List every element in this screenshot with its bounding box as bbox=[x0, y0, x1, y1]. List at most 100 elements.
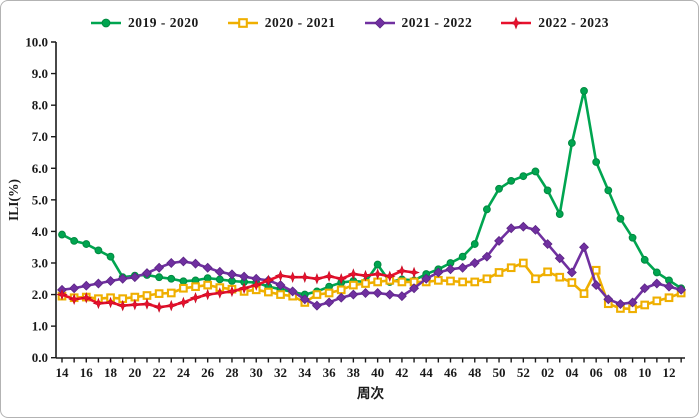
data-point bbox=[93, 278, 104, 289]
data-point bbox=[384, 270, 396, 282]
data-point bbox=[155, 273, 164, 282]
x-tick-label: 32 bbox=[274, 365, 287, 380]
data-point bbox=[555, 210, 564, 218]
data-point bbox=[58, 230, 66, 239]
data-point bbox=[408, 266, 420, 279]
series-line bbox=[60, 89, 683, 296]
series-line bbox=[60, 225, 683, 307]
data-point bbox=[324, 288, 334, 298]
data-point bbox=[202, 262, 213, 273]
data-point bbox=[92, 297, 105, 310]
chart-legend: 2019 - 2020 2020 - 2021 2021 - 2022 2022 - … bbox=[1, 14, 698, 32]
data-point bbox=[214, 266, 225, 277]
data-point bbox=[445, 264, 456, 275]
data-point bbox=[676, 284, 687, 295]
data-point bbox=[531, 274, 540, 284]
x-tick-label: 52 bbox=[517, 365, 530, 380]
data-point bbox=[299, 271, 311, 283]
series-2022-2023 bbox=[56, 265, 420, 313]
y-tick-label: 10.0 bbox=[25, 35, 48, 50]
data-point bbox=[494, 235, 505, 246]
series-line bbox=[60, 261, 683, 311]
data-point bbox=[567, 278, 577, 287]
data-point bbox=[507, 177, 516, 185]
x-tick-label: 04 bbox=[565, 365, 579, 380]
data-point bbox=[312, 290, 322, 299]
data-point bbox=[177, 296, 190, 309]
data-point bbox=[651, 278, 662, 289]
data-point bbox=[640, 300, 650, 310]
data-point bbox=[105, 276, 116, 286]
data-point bbox=[483, 205, 491, 214]
data-point bbox=[324, 297, 335, 308]
x-tick-label: 28 bbox=[225, 365, 239, 380]
data-point bbox=[214, 287, 226, 299]
data-point bbox=[276, 290, 285, 299]
legend-item-2021-2022: 2021 - 2022 bbox=[364, 15, 473, 31]
y-tick-label: 4.0 bbox=[32, 224, 48, 239]
data-point bbox=[664, 281, 674, 292]
data-point bbox=[226, 269, 237, 280]
data-point bbox=[70, 236, 79, 245]
data-point bbox=[203, 280, 213, 290]
x-tick-label: 24 bbox=[177, 365, 191, 380]
data-point bbox=[299, 294, 310, 305]
y-tick-label: 9.0 bbox=[32, 66, 48, 81]
data-point bbox=[311, 300, 322, 311]
data-point bbox=[359, 269, 372, 282]
data-point bbox=[639, 283, 650, 294]
data-point bbox=[580, 87, 588, 95]
data-point bbox=[530, 224, 541, 235]
data-point bbox=[215, 275, 224, 284]
data-point bbox=[604, 186, 613, 195]
data-point bbox=[250, 279, 262, 291]
data-point bbox=[142, 268, 152, 279]
data-point bbox=[117, 273, 128, 284]
x-tick-label: 08 bbox=[614, 365, 628, 380]
x-tick-label: 50 bbox=[493, 365, 506, 380]
data-point bbox=[543, 186, 552, 195]
data-point bbox=[142, 291, 152, 300]
data-point bbox=[129, 272, 140, 283]
x-tick-label: 26 bbox=[201, 365, 215, 380]
x-tick-label: 16 bbox=[80, 365, 94, 380]
data-point bbox=[509, 16, 523, 30]
data-point bbox=[178, 256, 189, 267]
y-tick-label: 6.0 bbox=[32, 161, 48, 176]
data-point bbox=[579, 242, 589, 253]
data-point bbox=[203, 274, 212, 283]
x-tick-label: 46 bbox=[444, 365, 458, 380]
data-point bbox=[287, 286, 298, 297]
data-point bbox=[495, 184, 503, 193]
data-point bbox=[101, 18, 111, 28]
x-tick-label: 42 bbox=[395, 365, 408, 380]
data-point bbox=[166, 288, 176, 298]
data-point bbox=[591, 280, 602, 291]
data-point bbox=[555, 272, 565, 282]
data-point bbox=[336, 285, 346, 295]
x-tick-label: 40 bbox=[371, 365, 384, 380]
data-point bbox=[80, 291, 93, 304]
data-point bbox=[628, 233, 637, 242]
x-tick-label: 18 bbox=[104, 365, 118, 380]
data-point bbox=[104, 296, 117, 309]
data-point bbox=[275, 280, 286, 291]
data-point bbox=[373, 17, 386, 29]
data-point bbox=[226, 285, 238, 298]
y-tick-label: 8.0 bbox=[32, 98, 48, 113]
data-point bbox=[190, 258, 201, 269]
data-point bbox=[470, 240, 479, 248]
data-point bbox=[433, 267, 444, 278]
data-point bbox=[470, 277, 480, 287]
series-2021-2022 bbox=[57, 221, 687, 311]
data-point bbox=[519, 172, 528, 181]
data-point bbox=[201, 288, 214, 301]
data-point bbox=[592, 158, 601, 166]
data-point bbox=[652, 268, 661, 277]
x-tick-label: 44 bbox=[420, 365, 434, 380]
x-axis-title: 周次 bbox=[357, 385, 384, 401]
data-point bbox=[458, 252, 467, 261]
y-axis-title: ILI(%) bbox=[6, 179, 21, 221]
data-point bbox=[311, 273, 323, 285]
